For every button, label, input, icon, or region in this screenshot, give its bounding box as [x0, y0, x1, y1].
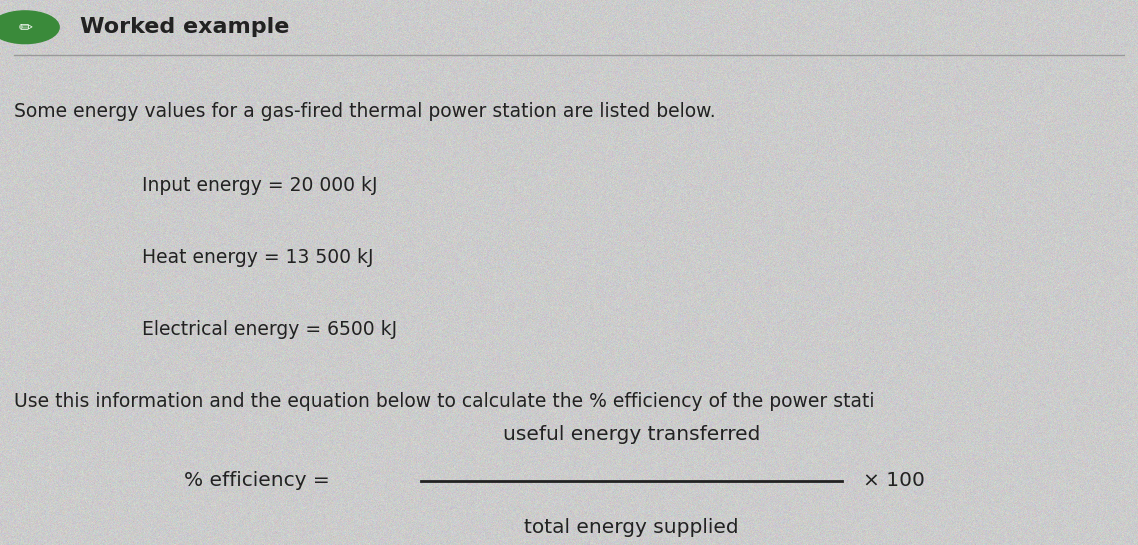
Text: Use this information and the equation below to calculate the % efficiency of the: Use this information and the equation be… — [14, 392, 874, 410]
Text: × 100: × 100 — [863, 471, 924, 490]
Text: Electrical energy = 6500 kJ: Electrical energy = 6500 kJ — [142, 320, 397, 338]
Text: ✏: ✏ — [18, 18, 32, 37]
Circle shape — [0, 11, 59, 44]
Text: % efficiency =: % efficiency = — [184, 471, 330, 490]
Text: total energy supplied: total energy supplied — [525, 518, 739, 536]
Text: Worked example: Worked example — [80, 17, 289, 37]
Text: Some energy values for a gas-fired thermal power station are listed below.: Some energy values for a gas-fired therm… — [14, 102, 716, 121]
Text: Heat energy = 13 500 kJ: Heat energy = 13 500 kJ — [142, 248, 373, 267]
Text: Input energy = 20 000 kJ: Input energy = 20 000 kJ — [142, 176, 378, 195]
Text: useful energy transferred: useful energy transferred — [503, 425, 760, 444]
